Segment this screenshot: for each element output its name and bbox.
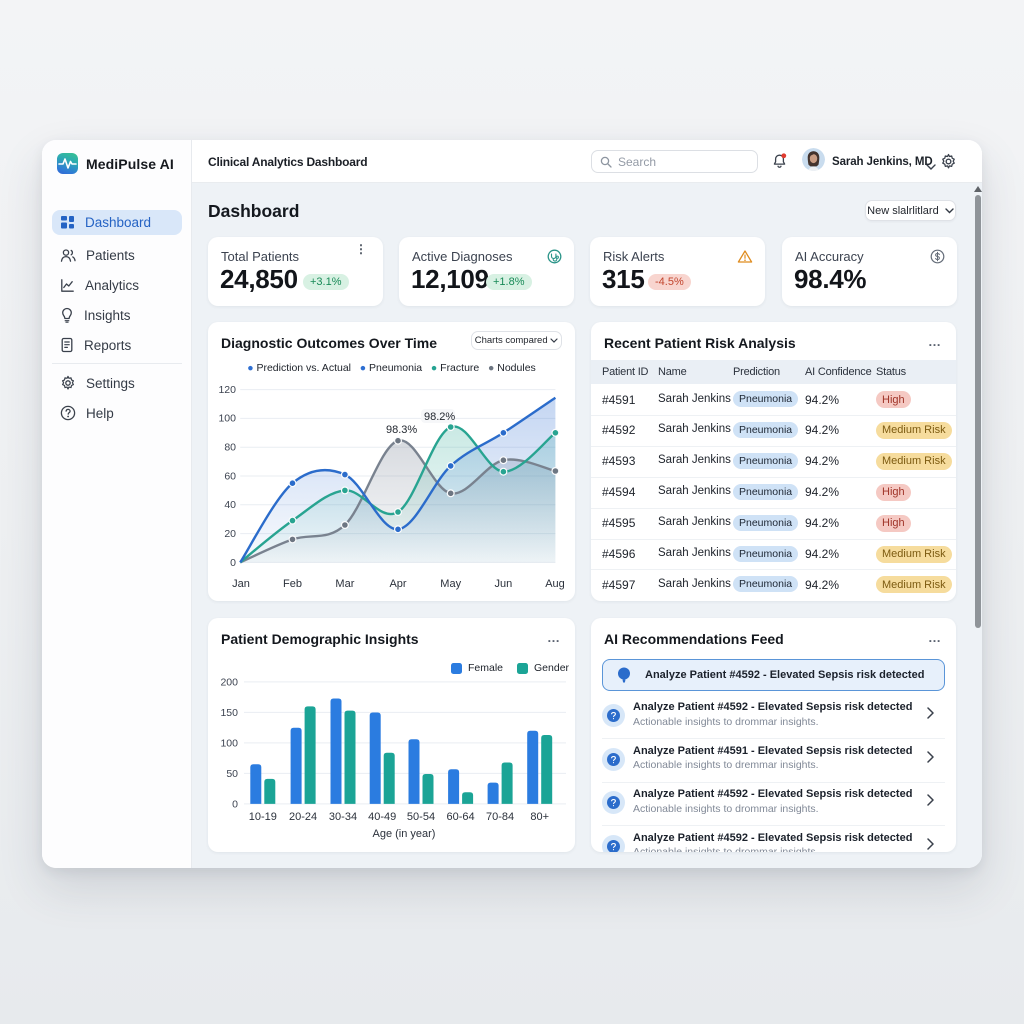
svg-text:150: 150 <box>220 707 238 719</box>
svg-text:20-24: 20-24 <box>289 811 317 823</box>
svg-text:Mar: Mar <box>335 578 354 590</box>
svg-text:50: 50 <box>226 768 238 780</box>
svg-text:30-34: 30-34 <box>329 811 357 823</box>
svg-text:200: 200 <box>220 676 238 688</box>
svg-text:80+: 80+ <box>530 811 549 823</box>
svg-text:Jan: Jan <box>232 578 250 590</box>
svg-text:40-49: 40-49 <box>368 811 396 823</box>
svg-text:60: 60 <box>224 471 236 483</box>
svg-text:100: 100 <box>220 737 238 749</box>
svg-text:10-19: 10-19 <box>249 811 277 823</box>
svg-text:40: 40 <box>224 499 236 511</box>
svg-text:80: 80 <box>224 442 236 454</box>
svg-text:May: May <box>440 578 461 590</box>
svg-text:Feb: Feb <box>283 578 302 590</box>
svg-text:Aug: Aug <box>545 578 565 590</box>
svg-text:98.3%: 98.3% <box>386 424 417 436</box>
svg-text:70-84: 70-84 <box>486 811 514 823</box>
svg-text:98.2%: 98.2% <box>424 411 455 423</box>
svg-text:Jun: Jun <box>495 578 513 590</box>
svg-text:50-54: 50-54 <box>407 811 435 823</box>
svg-text:60-64: 60-64 <box>447 811 475 823</box>
svg-text:0: 0 <box>232 798 238 810</box>
svg-text:120: 120 <box>218 384 236 396</box>
svg-text:Age (in year): Age (in year) <box>373 828 436 840</box>
svg-text:100: 100 <box>218 413 236 425</box>
svg-text:20: 20 <box>224 528 236 540</box>
svg-text:Apr: Apr <box>389 578 406 590</box>
svg-text:0: 0 <box>230 557 236 569</box>
